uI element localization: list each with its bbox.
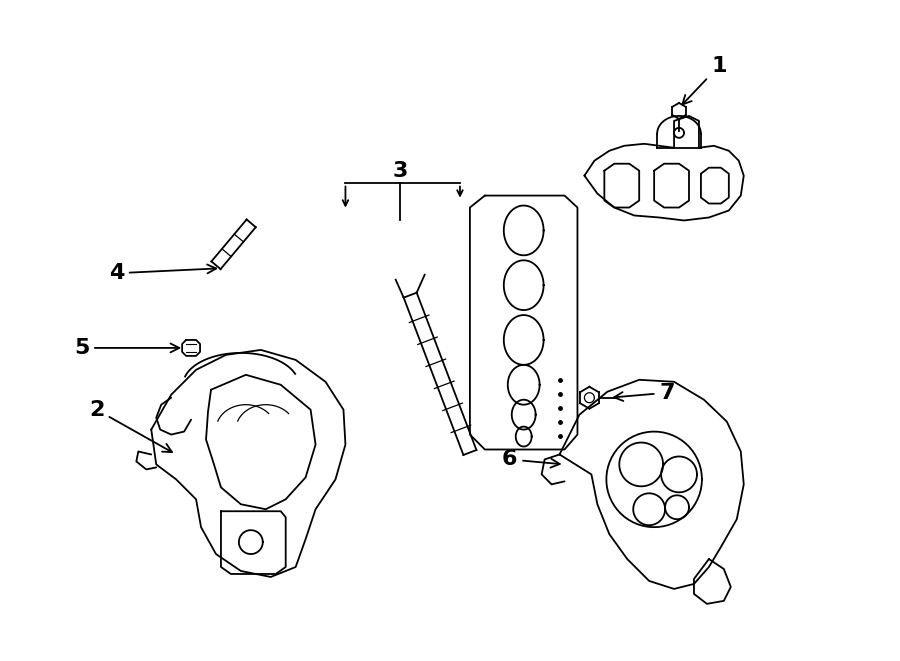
Text: 4: 4 (109, 263, 216, 284)
Text: 1: 1 (682, 56, 726, 104)
Text: 5: 5 (74, 338, 179, 358)
Text: 7: 7 (614, 383, 675, 403)
Text: 6: 6 (502, 449, 560, 469)
Text: 2: 2 (89, 400, 172, 452)
Text: 3: 3 (392, 161, 408, 180)
